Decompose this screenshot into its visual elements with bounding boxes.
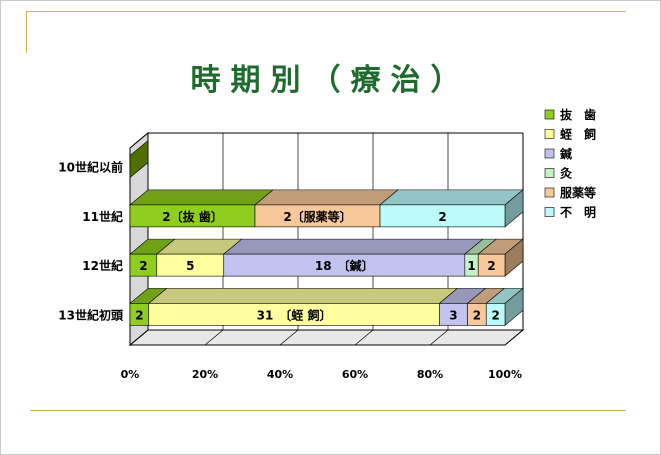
data-label: 2 xyxy=(473,308,481,322)
category-label: 12世紀 xyxy=(82,258,123,273)
data-label: 31 〔蛭 飼〕 xyxy=(257,307,332,322)
empty-bar-stub xyxy=(129,139,149,179)
category-label: 13世紀初頭 xyxy=(58,307,124,322)
bar-segment-top xyxy=(254,189,399,206)
data-label: 2 xyxy=(139,259,147,273)
x-tick-label: 60% xyxy=(342,368,368,381)
decorative-top-rule xyxy=(26,11,626,12)
data-label: 3 xyxy=(449,308,457,322)
data-label: 1 xyxy=(467,259,475,273)
floor-gridline xyxy=(129,329,149,346)
data-label: 5 xyxy=(186,259,194,273)
category-label: 11世紀 xyxy=(82,209,123,224)
x-tick-label: 80% xyxy=(417,368,443,381)
decorative-left-rule xyxy=(26,11,27,53)
floor-gridline xyxy=(354,329,374,346)
floor-gridline xyxy=(504,329,524,346)
data-label: 2 xyxy=(135,308,143,322)
data-label: 2〔抜 歯〕 xyxy=(162,209,223,224)
x-tick-label: 100% xyxy=(488,368,522,381)
legend-label: 灸 xyxy=(559,166,584,181)
floor-gridline xyxy=(279,329,299,346)
bar-segment-top xyxy=(129,189,274,206)
legend-label: 蛭 飼 xyxy=(560,127,596,142)
data-label: 18 〔鍼〕 xyxy=(315,258,374,273)
plot-floor xyxy=(128,329,525,346)
legend-label: 鍼 xyxy=(560,146,584,161)
decorative-bottom-rule xyxy=(30,410,626,411)
legend-swatch xyxy=(544,129,555,139)
floor-gridline xyxy=(204,329,224,346)
bar-segment-top xyxy=(147,288,459,304)
bar-segment xyxy=(379,204,506,228)
x-tick-label: 20% xyxy=(192,368,218,381)
legend-swatch xyxy=(544,168,555,178)
bar-segment xyxy=(477,253,506,277)
bar-segment xyxy=(485,303,506,326)
legend-swatch xyxy=(544,187,555,198)
legend-label: 抜 歯 xyxy=(560,107,596,122)
floor-gridline xyxy=(429,329,449,346)
legend-swatch xyxy=(544,109,555,120)
chart-title: 時期別（療治） xyxy=(190,63,471,98)
legend-swatch xyxy=(544,148,555,159)
legend-label: 服薬等 xyxy=(560,185,596,200)
bar-segment-top xyxy=(379,189,524,206)
bar-segment-top xyxy=(222,238,484,255)
data-label: 2〔服薬等〕 xyxy=(283,209,351,224)
data-label: 2 xyxy=(487,259,495,273)
x-tick-label: 40% xyxy=(267,368,293,381)
data-label: 2 xyxy=(491,308,499,322)
legend-label: 不 明 xyxy=(560,206,596,220)
data-label: 2 xyxy=(438,210,446,224)
category-label: 10世紀以前 xyxy=(58,160,123,175)
legend-swatch xyxy=(544,207,555,217)
x-tick-label: 0% xyxy=(121,368,140,381)
